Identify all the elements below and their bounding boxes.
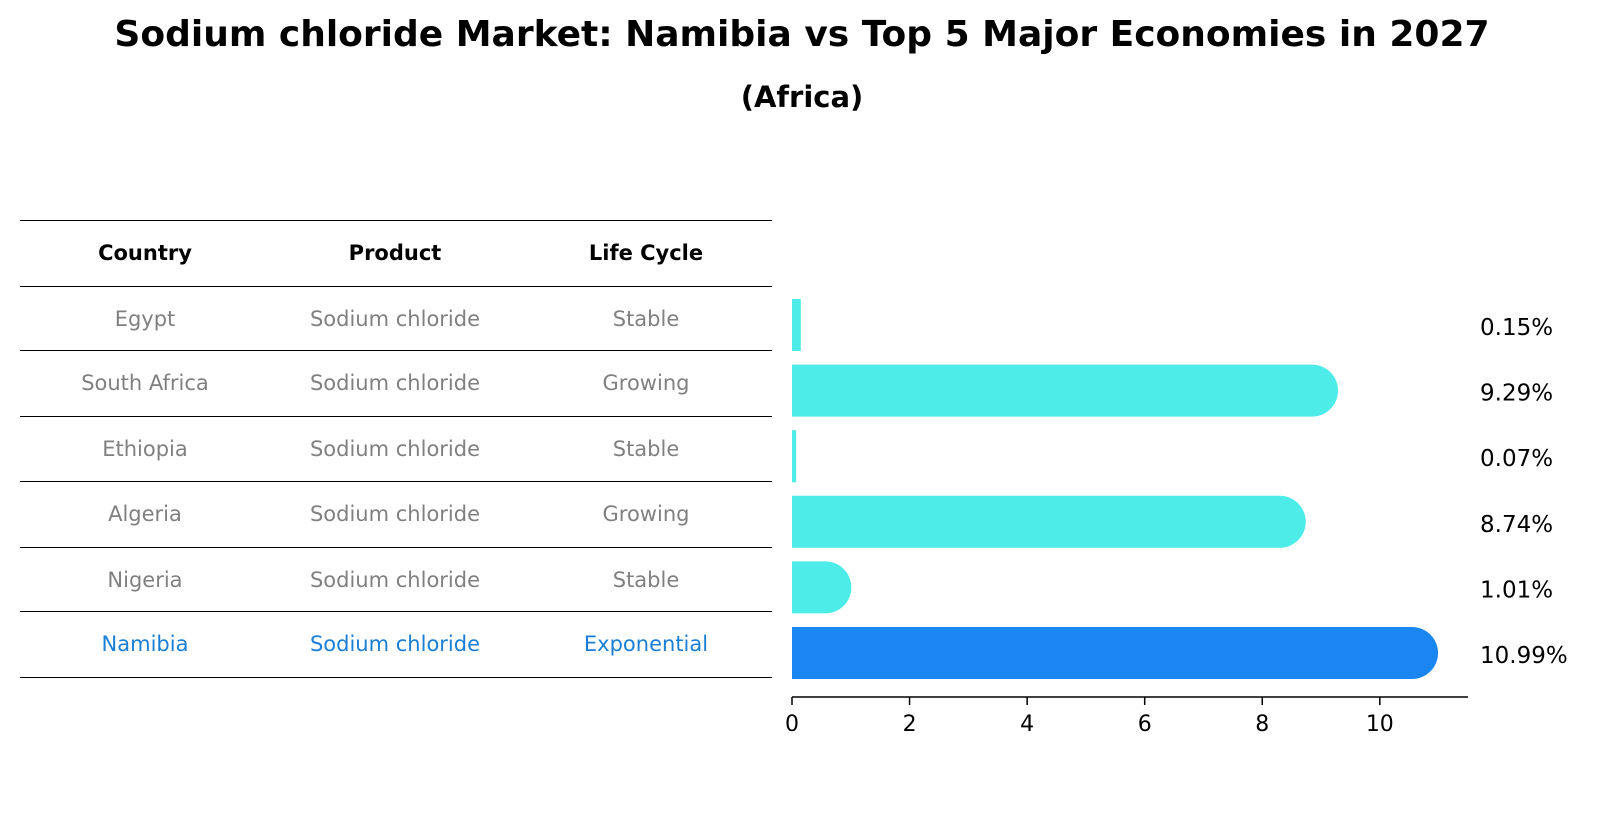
table-rule [20, 547, 772, 548]
table-rule [20, 350, 772, 351]
cell-life-cycle: Exponential [583, 632, 709, 656]
table-header-row: Country Product Life Cycle [20, 220, 772, 286]
bar [792, 430, 797, 483]
cell-country: South Africa [81, 371, 209, 395]
table-rule [20, 611, 772, 612]
cell-life-cycle: Stable [612, 307, 680, 331]
bar-value-label: 10.99% [1480, 643, 1568, 669]
bar [792, 299, 801, 351]
bar [792, 364, 1339, 417]
cell-product: Sodium chloride [309, 568, 481, 592]
cell-product: Sodium chloride [309, 502, 481, 526]
header-life-cycle: Life Cycle [588, 241, 704, 265]
chart-title: Sodium chloride Market: Namibia vs Top 5… [114, 14, 1490, 55]
bar-value-label: 1.01% [1480, 577, 1553, 603]
bar-value-label: 0.07% [1480, 446, 1553, 472]
table-row: Egypt Sodium chloride Stable [20, 286, 772, 352]
cell-product: Sodium chloride [309, 371, 481, 395]
table-row: South Africa Sodium chloride Growing [20, 350, 772, 416]
table-rule [20, 286, 772, 287]
table-row-highlight: Namibia Sodium chloride Exponential [20, 611, 772, 677]
bar-value-label: 0.15% [1480, 315, 1553, 341]
cell-product: Sodium chloride [309, 437, 481, 461]
cell-country: Algeria [108, 502, 182, 526]
table-rule [20, 677, 772, 678]
x-tick-label: 0 [785, 712, 799, 737]
table-rule [20, 220, 772, 221]
cell-life-cycle: Growing [602, 371, 690, 395]
header-product: Product [348, 241, 442, 265]
header-country: Country [98, 241, 192, 265]
cell-life-cycle: Stable [612, 568, 680, 592]
cell-product: Sodium chloride [309, 632, 481, 656]
cell-country: Egypt [114, 307, 176, 331]
table-rule [20, 416, 772, 417]
cell-product: Sodium chloride [309, 307, 481, 331]
bar-highlight [792, 627, 1439, 679]
cell-life-cycle: Growing [602, 502, 690, 526]
table-row: Algeria Sodium chloride Growing [20, 481, 772, 547]
bar [792, 495, 1306, 548]
x-tick-label: 10 [1366, 712, 1394, 737]
x-tick-label: 4 [1020, 712, 1034, 737]
x-tick-label: 6 [1138, 712, 1152, 737]
table-rule [20, 481, 772, 482]
bar-value-label: 8.74% [1480, 512, 1553, 538]
table-row: Ethiopia Sodium chloride Stable [20, 416, 772, 482]
x-tick-label: 8 [1255, 712, 1269, 737]
cell-country: Nigeria [107, 568, 183, 592]
x-tick-label: 2 [903, 712, 917, 737]
cell-country: Namibia [101, 632, 189, 656]
table-row: Nigeria Sodium chloride Stable [20, 547, 772, 613]
cell-country: Ethiopia [102, 437, 188, 461]
cell-life-cycle: Stable [612, 437, 680, 461]
bar [792, 561, 852, 614]
chart-subtitle: (Africa) [740, 80, 864, 114]
bar-value-label: 9.29% [1480, 381, 1553, 407]
